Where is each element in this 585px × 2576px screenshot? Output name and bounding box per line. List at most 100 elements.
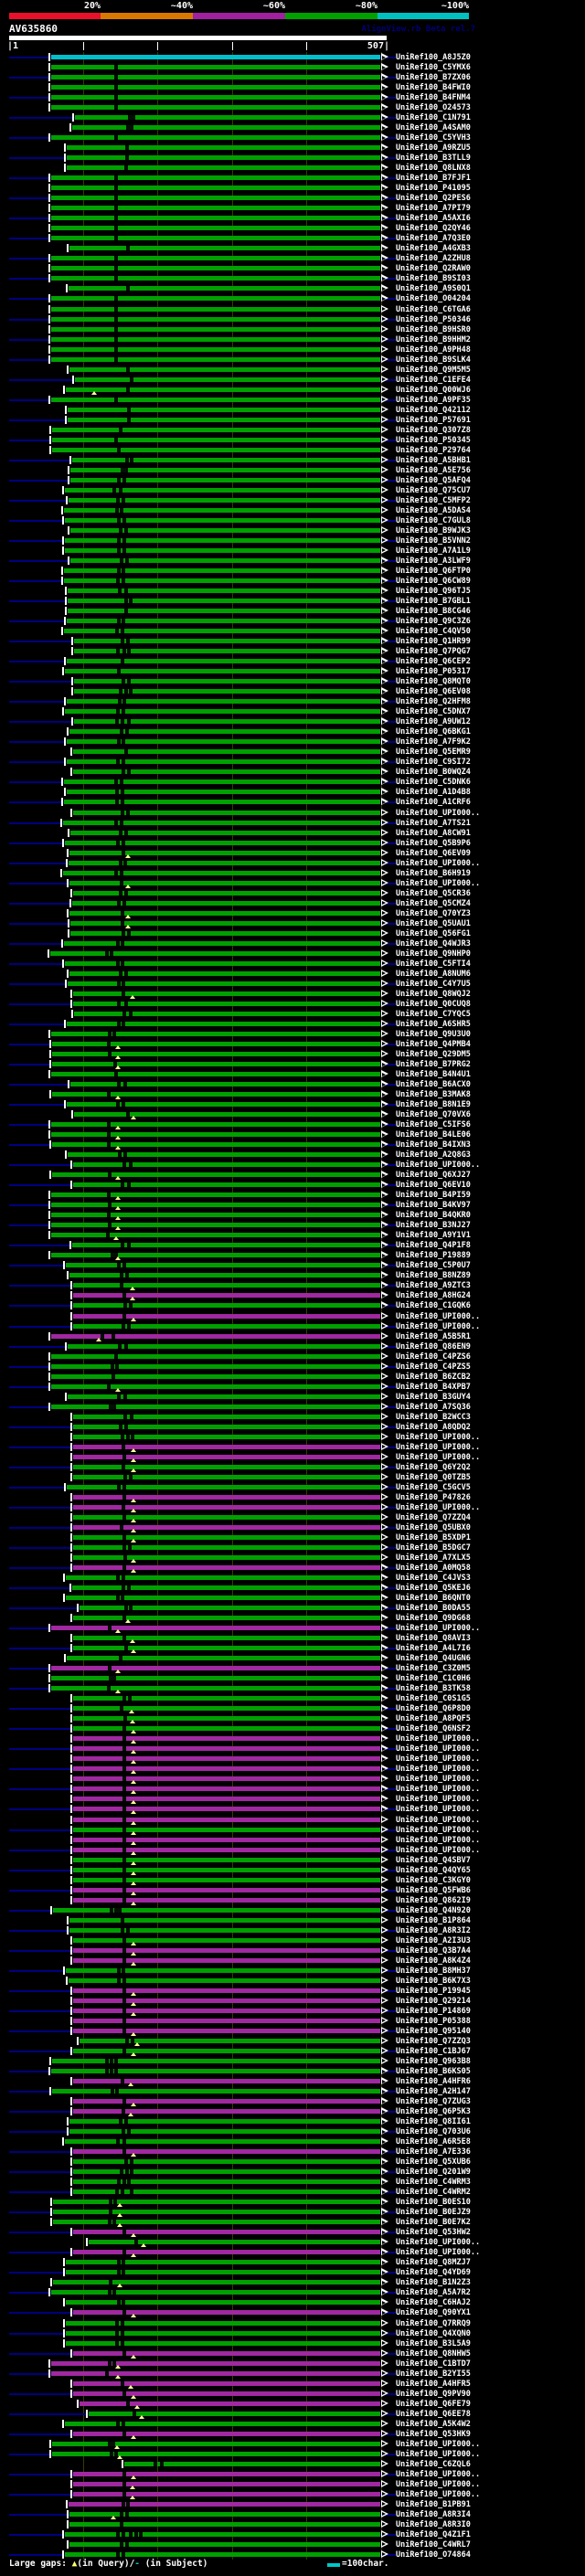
hit-label[interactable]: UniRef100_A4SAM0: [396, 123, 471, 133]
hit-bar[interactable]: [73, 1998, 380, 2003]
hit-label[interactable]: UniRef100_Q6BKG1: [396, 727, 471, 737]
hit-label[interactable]: UniRef100_Q6FTP0: [396, 567, 471, 577]
hit-label[interactable]: UniRef100_Q4QY65: [396, 1865, 471, 1875]
hit-bar[interactable]: [67, 155, 380, 161]
hit-label[interactable]: UniRef100_A5A7R2: [396, 2288, 471, 2298]
hit-bar[interactable]: [51, 1213, 380, 1218]
hit-label[interactable]: UniRef100_Q53HK9: [396, 2429, 471, 2439]
hit-bar[interactable]: [69, 497, 380, 503]
hit-label[interactable]: UniRef100_A7F9K2: [396, 737, 471, 747]
hit-bar[interactable]: [73, 2481, 380, 2486]
hit-label[interactable]: UniRef100_C4PZS5: [396, 1362, 471, 1372]
hit-label[interactable]: UniRef100_Q4UGN6: [396, 1654, 471, 1664]
hit-label[interactable]: UniRef100_B6QNT0: [396, 1594, 471, 1604]
hit-label[interactable]: UniRef100_Q7ZZQ3: [396, 2036, 471, 2046]
hit-label[interactable]: UniRef100_P05388: [396, 2016, 471, 2026]
hit-bar[interactable]: [67, 165, 380, 171]
hit-label[interactable]: UniRef100_B4KV97: [396, 1201, 471, 1211]
hit-bar[interactable]: [73, 1726, 380, 1732]
hit-label[interactable]: UniRef100_C5GCV5: [396, 1482, 471, 1492]
hit-label[interactable]: UniRef100_B5DGC7: [396, 1542, 471, 1553]
hit-label[interactable]: UniRef100_A5B5R1: [396, 1331, 471, 1341]
hit-bar[interactable]: [51, 1233, 380, 1238]
hit-label[interactable]: UniRef100_Q5UAU1: [396, 918, 471, 928]
hit-label[interactable]: UniRef100_UPI000..: [396, 808, 481, 818]
hit-label[interactable]: UniRef100_B4FWI0: [396, 83, 471, 93]
hit-bar[interactable]: [70, 1082, 380, 1087]
hit-label[interactable]: UniRef100_Q00WJ6: [396, 385, 471, 395]
hit-bar[interactable]: [73, 1957, 380, 1963]
hit-bar[interactable]: [52, 447, 380, 452]
hit-label[interactable]: UniRef100_C6HAJ2: [396, 2298, 471, 2308]
hit-bar[interactable]: [70, 558, 380, 563]
hit-bar[interactable]: [52, 1092, 380, 1097]
hit-bar[interactable]: [51, 206, 380, 211]
hit-label[interactable]: UniRef100_A4HFR5: [396, 2379, 471, 2389]
hit-bar[interactable]: [73, 2230, 380, 2235]
hit-label[interactable]: UniRef100_Q6P8D0: [396, 1704, 471, 1714]
hit-bar[interactable]: [66, 1263, 380, 1268]
hit-label[interactable]: UniRef100_Q8AVI3: [396, 1634, 471, 1644]
hit-label[interactable]: UniRef100_Q8WQJ2: [396, 989, 471, 999]
hit-label[interactable]: UniRef100_Q8MQT0: [396, 677, 471, 687]
hit-label[interactable]: UniRef100_B0DA55: [396, 1604, 471, 1614]
hit-bar[interactable]: [51, 1363, 380, 1369]
hit-bar[interactable]: [68, 599, 380, 604]
hit-bar[interactable]: [73, 1807, 380, 1812]
hit-label[interactable]: UniRef100_Q862I9: [396, 1895, 471, 1905]
hit-label[interactable]: UniRef100_Q8LNX8: [396, 164, 471, 174]
hit-label[interactable]: UniRef100_UPI000..: [396, 2439, 481, 2449]
hit-bar[interactable]: [80, 1606, 380, 1611]
hit-label[interactable]: UniRef100_A8R3I4: [396, 2509, 471, 2519]
hit-bar[interactable]: [73, 2079, 380, 2084]
hit-label[interactable]: UniRef100_B4XPB7: [396, 1382, 471, 1392]
hit-label[interactable]: UniRef100_P57691: [396, 415, 471, 425]
hit-bar[interactable]: [73, 1616, 380, 1621]
hit-bar[interactable]: [52, 2441, 380, 2446]
hit-label[interactable]: UniRef100_B9HSR0: [396, 324, 471, 334]
hit-bar[interactable]: [51, 356, 380, 362]
hit-label[interactable]: UniRef100_UPI000..: [396, 1825, 481, 1835]
hit-bar[interactable]: [51, 55, 380, 59]
hit-bar[interactable]: [53, 2200, 380, 2205]
hit-label[interactable]: UniRef100_Q95140: [396, 2026, 471, 2036]
hit-bar[interactable]: [74, 1112, 380, 1118]
hit-bar[interactable]: [51, 1666, 380, 1671]
hit-label[interactable]: UniRef100_UPI000..: [396, 1785, 481, 1795]
hit-bar[interactable]: [74, 679, 380, 684]
hit-bar[interactable]: [67, 699, 380, 705]
hit-label[interactable]: UniRef100_B1PB91: [396, 2499, 471, 2509]
hit-label[interactable]: UniRef100_Q4SBV7: [396, 1855, 471, 1865]
hit-label[interactable]: UniRef100_UPI000..: [396, 2248, 481, 2258]
hit-label[interactable]: UniRef100_B7PRG2: [396, 1060, 471, 1069]
hit-label[interactable]: UniRef100_A4HFR6: [396, 2077, 471, 2087]
hit-bar[interactable]: [51, 296, 380, 302]
hit-bar[interactable]: [70, 920, 380, 926]
hit-label[interactable]: UniRef100_A6SHR5: [396, 1019, 471, 1029]
hit-label[interactable]: UniRef100_C7YQC5: [396, 1009, 471, 1019]
hit-bar[interactable]: [51, 1203, 380, 1208]
hit-label[interactable]: UniRef100_Q703U6: [396, 2127, 471, 2137]
hit-label[interactable]: UniRef100_A1CRF6: [396, 798, 471, 808]
hit-label[interactable]: UniRef100_Q4Z1F1: [396, 2529, 471, 2539]
hit-label[interactable]: UniRef100_Q0TZB5: [396, 1472, 471, 1482]
hit-label[interactable]: UniRef100_B0ES10: [396, 2198, 471, 2208]
hit-bar[interactable]: [69, 729, 380, 735]
hit-label[interactable]: UniRef100_B4LE06: [396, 1130, 471, 1140]
hit-bar[interactable]: [67, 145, 380, 151]
hit-bar[interactable]: [73, 1303, 380, 1309]
hit-bar[interactable]: [65, 2531, 380, 2537]
hit-bar[interactable]: [73, 1716, 380, 1722]
hit-bar[interactable]: [73, 1736, 380, 1742]
hit-bar[interactable]: [51, 336, 380, 342]
hit-label[interactable]: UniRef100_Q9C3Z6: [396, 617, 471, 627]
hit-bar[interactable]: [73, 2471, 380, 2476]
hit-label[interactable]: UniRef100_A5E756: [396, 465, 471, 475]
hit-label[interactable]: UniRef100_Q0CUQ8: [396, 999, 471, 1009]
hit-label[interactable]: UniRef100_Q42112: [396, 405, 471, 415]
hit-label[interactable]: UniRef100_Q7RRQ9: [396, 2318, 471, 2328]
hit-bar[interactable]: [51, 75, 380, 80]
hit-bar[interactable]: [64, 629, 380, 634]
hit-bar[interactable]: [73, 1766, 380, 1772]
hit-label[interactable]: UniRef100_A9UW12: [396, 717, 471, 727]
